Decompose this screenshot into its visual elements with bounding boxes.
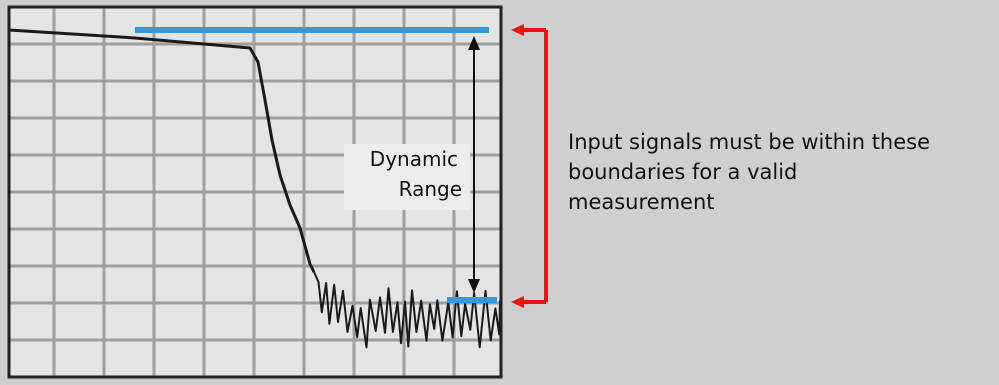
dynamic-range-label: Dynamic Range: [344, 144, 470, 210]
grid-lines: [9, 7, 501, 377]
boundary-bracket: [522, 28, 548, 304]
annotation-line-1: Input signals must be within these: [568, 130, 931, 154]
plot-frame: [7, 5, 503, 379]
dynamic-range-arrow: [468, 36, 480, 293]
bracket-arrow-top: [511, 24, 524, 36]
annotation-line-3: measurement: [568, 190, 715, 214]
noise-floor-trace: [313, 271, 501, 349]
bracket-arrow-bottom: [511, 296, 524, 308]
signal-trace: [8, 28, 316, 273]
dynamic-range-label-line-2: Range: [398, 177, 462, 201]
dynamic-range-label-line-1: Dynamic: [369, 147, 458, 171]
boundary-annotation: Input signals must be within these bound…: [568, 127, 993, 217]
annotation-line-2: boundaries for a valid: [568, 160, 798, 184]
